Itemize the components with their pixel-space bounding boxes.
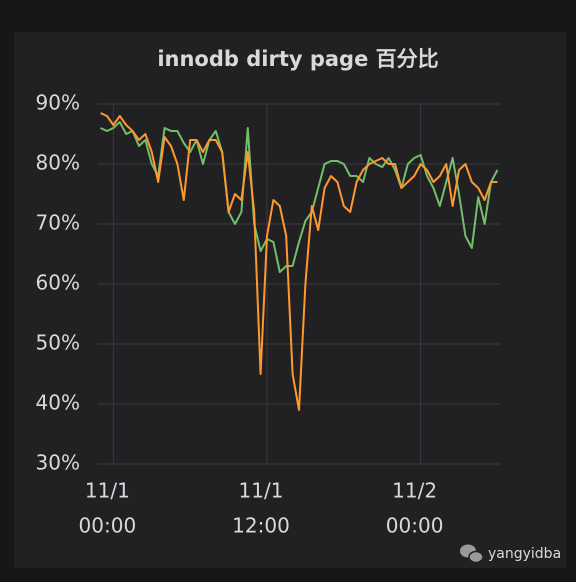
y-tick-label: 30% xyxy=(36,451,80,475)
x-tick-label: 11/1 xyxy=(85,479,130,503)
x-tick-label: 12:00 xyxy=(232,514,290,538)
x-tick-label: 00:00 xyxy=(386,514,444,538)
line-series xyxy=(100,121,499,273)
y-tick-label: 80% xyxy=(36,151,80,175)
y-tick-label: 70% xyxy=(36,211,80,235)
x-tick-label: 11/2 xyxy=(392,479,437,503)
y-tick-label: 40% xyxy=(36,391,80,415)
wechat-icon xyxy=(460,544,484,564)
line-series xyxy=(100,112,498,411)
x-tick-label: 00:00 xyxy=(79,514,137,538)
chart-title: innodb dirty page 百分比 xyxy=(157,47,438,71)
y-tick-label: 90% xyxy=(36,91,80,115)
y-tick-label: 60% xyxy=(36,271,80,295)
x-tick-label: 11/1 xyxy=(239,479,284,503)
watermark: yangyidba xyxy=(488,546,561,562)
y-tick-label: 50% xyxy=(36,331,80,355)
